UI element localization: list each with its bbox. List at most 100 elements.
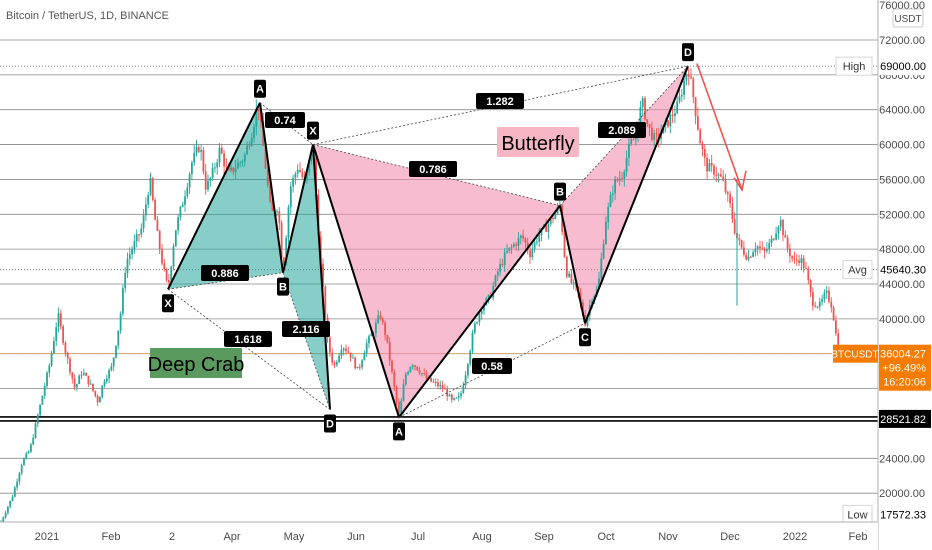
candle-body: [156, 219, 159, 231]
candle-body: [407, 372, 409, 375]
candle-body: [798, 260, 800, 263]
crab-leg: [167, 102, 261, 290]
candle-body: [752, 252, 754, 257]
ratio-label-text: 2.116: [293, 324, 320, 336]
candle-body: [73, 378, 76, 388]
crab-point-x-text: X: [309, 126, 317, 138]
high-label-tag: High: [843, 61, 866, 73]
candle-body: [651, 127, 653, 140]
candle-body: [646, 119, 649, 124]
candle-body: [805, 268, 807, 270]
candle-body: [655, 133, 658, 135]
candle-body: [377, 315, 380, 323]
candle-body: [294, 173, 297, 178]
candle-body: [416, 366, 419, 371]
candle-body: [55, 327, 58, 341]
currency-badge-text: USDT: [894, 14, 921, 25]
candle-body: [460, 393, 462, 396]
candle-body: [611, 193, 614, 196]
butterfly-point-c: [579, 328, 591, 347]
candle-body: [818, 301, 821, 307]
pattern-fills: [168, 66, 688, 418]
low-label-value: 17572.33: [880, 509, 926, 521]
candle-body: [517, 237, 520, 246]
candle-body: [510, 246, 513, 248]
candle-body: [379, 315, 382, 319]
price-tick-label: 24000.00: [879, 453, 925, 465]
last-symbol-tag: BTCUSDT: [831, 350, 878, 361]
candle-body: [414, 365, 416, 367]
time-tick-label: Jun: [347, 531, 365, 543]
candle-body: [540, 228, 543, 236]
candle-body: [271, 201, 274, 211]
avg-label-value-bg: [879, 260, 931, 279]
ratio-label-text: 0.886: [211, 268, 239, 280]
candle-body: [720, 174, 722, 177]
time-axis[interactable]: 2021 Feb 2 Apr May Jun Jul Aug Sep Oct Nov Dec 2022 F…: [0, 521, 878, 550]
candle-body: [202, 150, 205, 172]
candle-body: [285, 237, 288, 265]
candle-body: [639, 106, 642, 129]
candle-body: [184, 196, 186, 205]
candle-body: [151, 178, 154, 200]
candle-body: [529, 250, 531, 258]
pattern-labels: X A B X D A B C D 0.74 0.886 1.618 2.116 0.786 1.282 0.…: [148, 43, 694, 441]
candle-body: [368, 336, 370, 344]
candle-body: [745, 254, 748, 260]
candle-body: [499, 264, 501, 272]
candle-body: [269, 185, 271, 202]
candle-body: [478, 313, 481, 323]
candle-body: [13, 487, 16, 497]
candle-body: [496, 271, 499, 276]
candle-body: [310, 154, 313, 161]
candle-body: [740, 240, 743, 248]
candle-body: [455, 397, 458, 399]
candle-body: [78, 375, 81, 385]
candle-body: [605, 221, 607, 245]
candle-body: [400, 400, 403, 416]
candle-body: [384, 322, 386, 335]
candle-body: [80, 374, 83, 376]
candle-body: [515, 244, 518, 246]
candle-body: [513, 244, 515, 247]
candle-body: [602, 244, 605, 259]
time-tick-label: 2021: [35, 531, 59, 543]
butterfly-point-c-text: C: [581, 332, 589, 344]
candle-body: [552, 218, 554, 220]
candle-body: [722, 176, 725, 181]
candle-body: [625, 157, 628, 172]
candle-body: [197, 147, 200, 152]
candle-body: [648, 123, 651, 128]
candle-body: [349, 352, 352, 358]
candle-body: [802, 258, 805, 269]
crab-point-a: [254, 79, 266, 98]
candle-body: [25, 453, 28, 459]
candle-body: [464, 375, 467, 386]
candle-body: [519, 235, 522, 238]
candle-body: [103, 381, 106, 386]
high-label-tag-bg: [835, 56, 873, 76]
butterfly-point-d: [682, 43, 694, 62]
candle-body: [289, 186, 292, 208]
crab-triangle-bcd: [283, 144, 330, 410]
candle-body: [598, 278, 600, 289]
candle-body: [480, 310, 483, 314]
candle-body: [195, 147, 198, 153]
butterfly-title: Butterfly: [501, 133, 574, 155]
candle-body: [791, 256, 794, 259]
candle-body: [715, 174, 718, 176]
price-axis[interactable]: 76000.0072000.0068000.0064000.0060000.00…: [831, 0, 932, 550]
candle-body: [241, 161, 244, 163]
candle-body: [92, 383, 94, 391]
candle-body: [122, 288, 124, 314]
candle-body: [230, 167, 232, 171]
candle-body: [473, 323, 476, 333]
candle-body: [211, 168, 214, 178]
candle-body: [487, 294, 490, 299]
candle-body: [754, 248, 757, 253]
candle-body: [621, 178, 623, 180]
candle-body: [149, 178, 152, 195]
candle-body: [124, 273, 127, 289]
candle-body: [299, 169, 301, 172]
